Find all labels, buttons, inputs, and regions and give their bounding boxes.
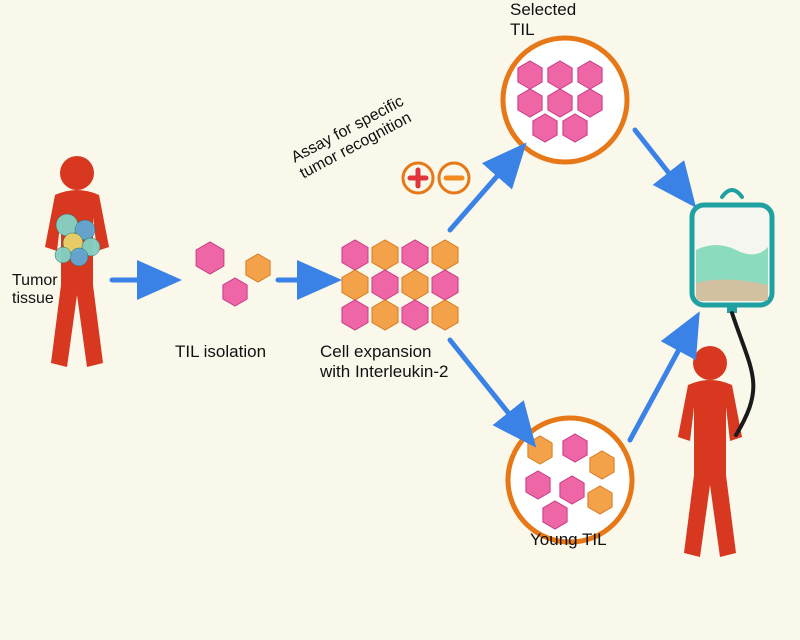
assay-symbols xyxy=(403,163,469,193)
diagram-stage: Tumor tissue TIL isolation Cell expansio… xyxy=(0,0,800,640)
patient-recipient xyxy=(678,346,742,557)
cell-expansion-label: Cell expansion with Interleukin-2 xyxy=(320,342,449,381)
iv-bag xyxy=(692,190,772,313)
selected-til-label: Selected TIL xyxy=(510,0,576,39)
cell-expansion-grid xyxy=(342,240,458,330)
til-isolation-label: TIL isolation xyxy=(175,342,266,362)
tumor-tissue-label: Tumor tissue xyxy=(12,272,58,309)
selected-til-circle xyxy=(503,38,627,162)
til-isolation-cells xyxy=(196,242,270,306)
young-til-label: Young TIL xyxy=(530,530,607,550)
